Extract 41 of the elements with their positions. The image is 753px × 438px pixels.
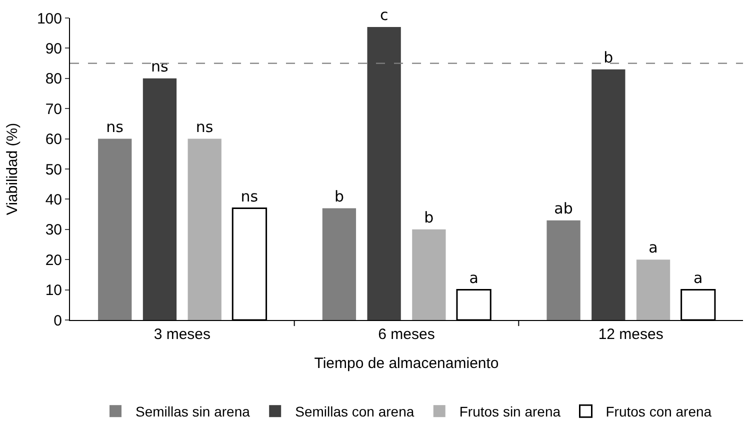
y-axis-title: Viabilidad (%)	[4, 122, 22, 216]
bar	[546, 220, 580, 320]
x-axis-title: Tiempo de almacenamiento	[314, 355, 499, 372]
legend-label: Frutos con arena	[606, 404, 712, 420]
data-label: a	[648, 238, 658, 257]
y-tick-label: 80	[45, 70, 62, 88]
data-label: ns	[150, 57, 168, 76]
bar	[412, 229, 446, 320]
bar	[367, 27, 401, 320]
bar	[592, 69, 626, 320]
y-tick-label: 90	[45, 40, 62, 58]
data-label: ns	[240, 187, 258, 206]
bar	[188, 138, 222, 320]
x-tick-label: 6 meses	[378, 326, 435, 343]
y-tick-label: 50	[45, 161, 62, 178]
data-label: ns	[196, 118, 214, 136]
data-label: b	[604, 48, 614, 66]
y-tick-label: 0	[54, 312, 62, 330]
data-label: ns	[106, 118, 124, 136]
legend-label: Semillas sin arena	[136, 404, 250, 420]
y-tick-label: 70	[45, 100, 62, 118]
y-tick-label: 20	[45, 252, 62, 269]
data-label: a	[469, 268, 478, 287]
legend-label: Semillas con arena	[295, 404, 414, 420]
data-label: b	[424, 208, 434, 226]
y-tick-label: 10	[45, 282, 62, 300]
bar	[98, 138, 132, 320]
data-label: c	[380, 6, 388, 24]
bar	[636, 260, 670, 320]
y-tick-label: 60	[45, 131, 62, 148]
data-label: ab	[554, 199, 573, 218]
data-label: b	[334, 187, 344, 206]
y-tick-label: 40	[45, 191, 62, 208]
x-tick-label: 3 meses	[154, 326, 211, 343]
legend-label: Frutos sin arena	[459, 404, 561, 420]
x-tick-label: 12 meses	[598, 326, 664, 343]
y-tick-label: 100	[36, 10, 62, 28]
bar	[322, 208, 356, 320]
data-label: a	[694, 268, 703, 287]
bar	[142, 78, 177, 320]
y-tick-label: 30	[45, 222, 62, 239]
